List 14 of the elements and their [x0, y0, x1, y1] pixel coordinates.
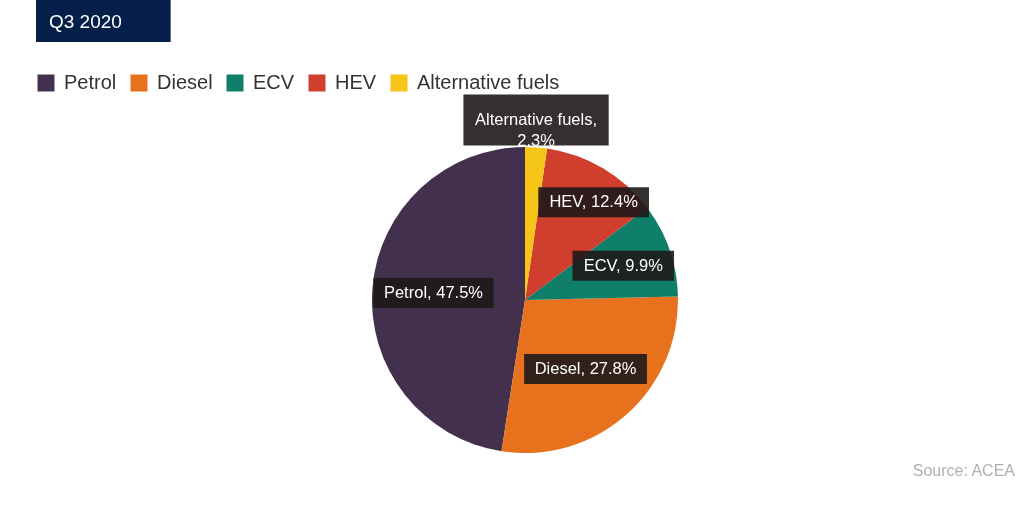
chart-title: Q3 2020 [49, 11, 122, 32]
legend-label: Alternative fuels [417, 71, 560, 93]
data-label: Diesel, 27.8% [534, 359, 637, 378]
legend-label: Diesel [157, 71, 213, 93]
data-label: Alternative fuels, 2.3% [475, 109, 598, 149]
pie-slice [525, 147, 548, 300]
pie-slice [372, 147, 525, 452]
data-label: ECV, 9.9% [583, 255, 664, 274]
data-label: Petrol, 47.5% [383, 282, 484, 301]
data-label: HEV, 12.4% [549, 192, 639, 211]
legend-label: ECV [253, 71, 295, 93]
source-note: Source: ACEA [912, 462, 1016, 479]
legend-label: Petrol [64, 71, 117, 93]
legend-label: HEV [335, 71, 377, 93]
